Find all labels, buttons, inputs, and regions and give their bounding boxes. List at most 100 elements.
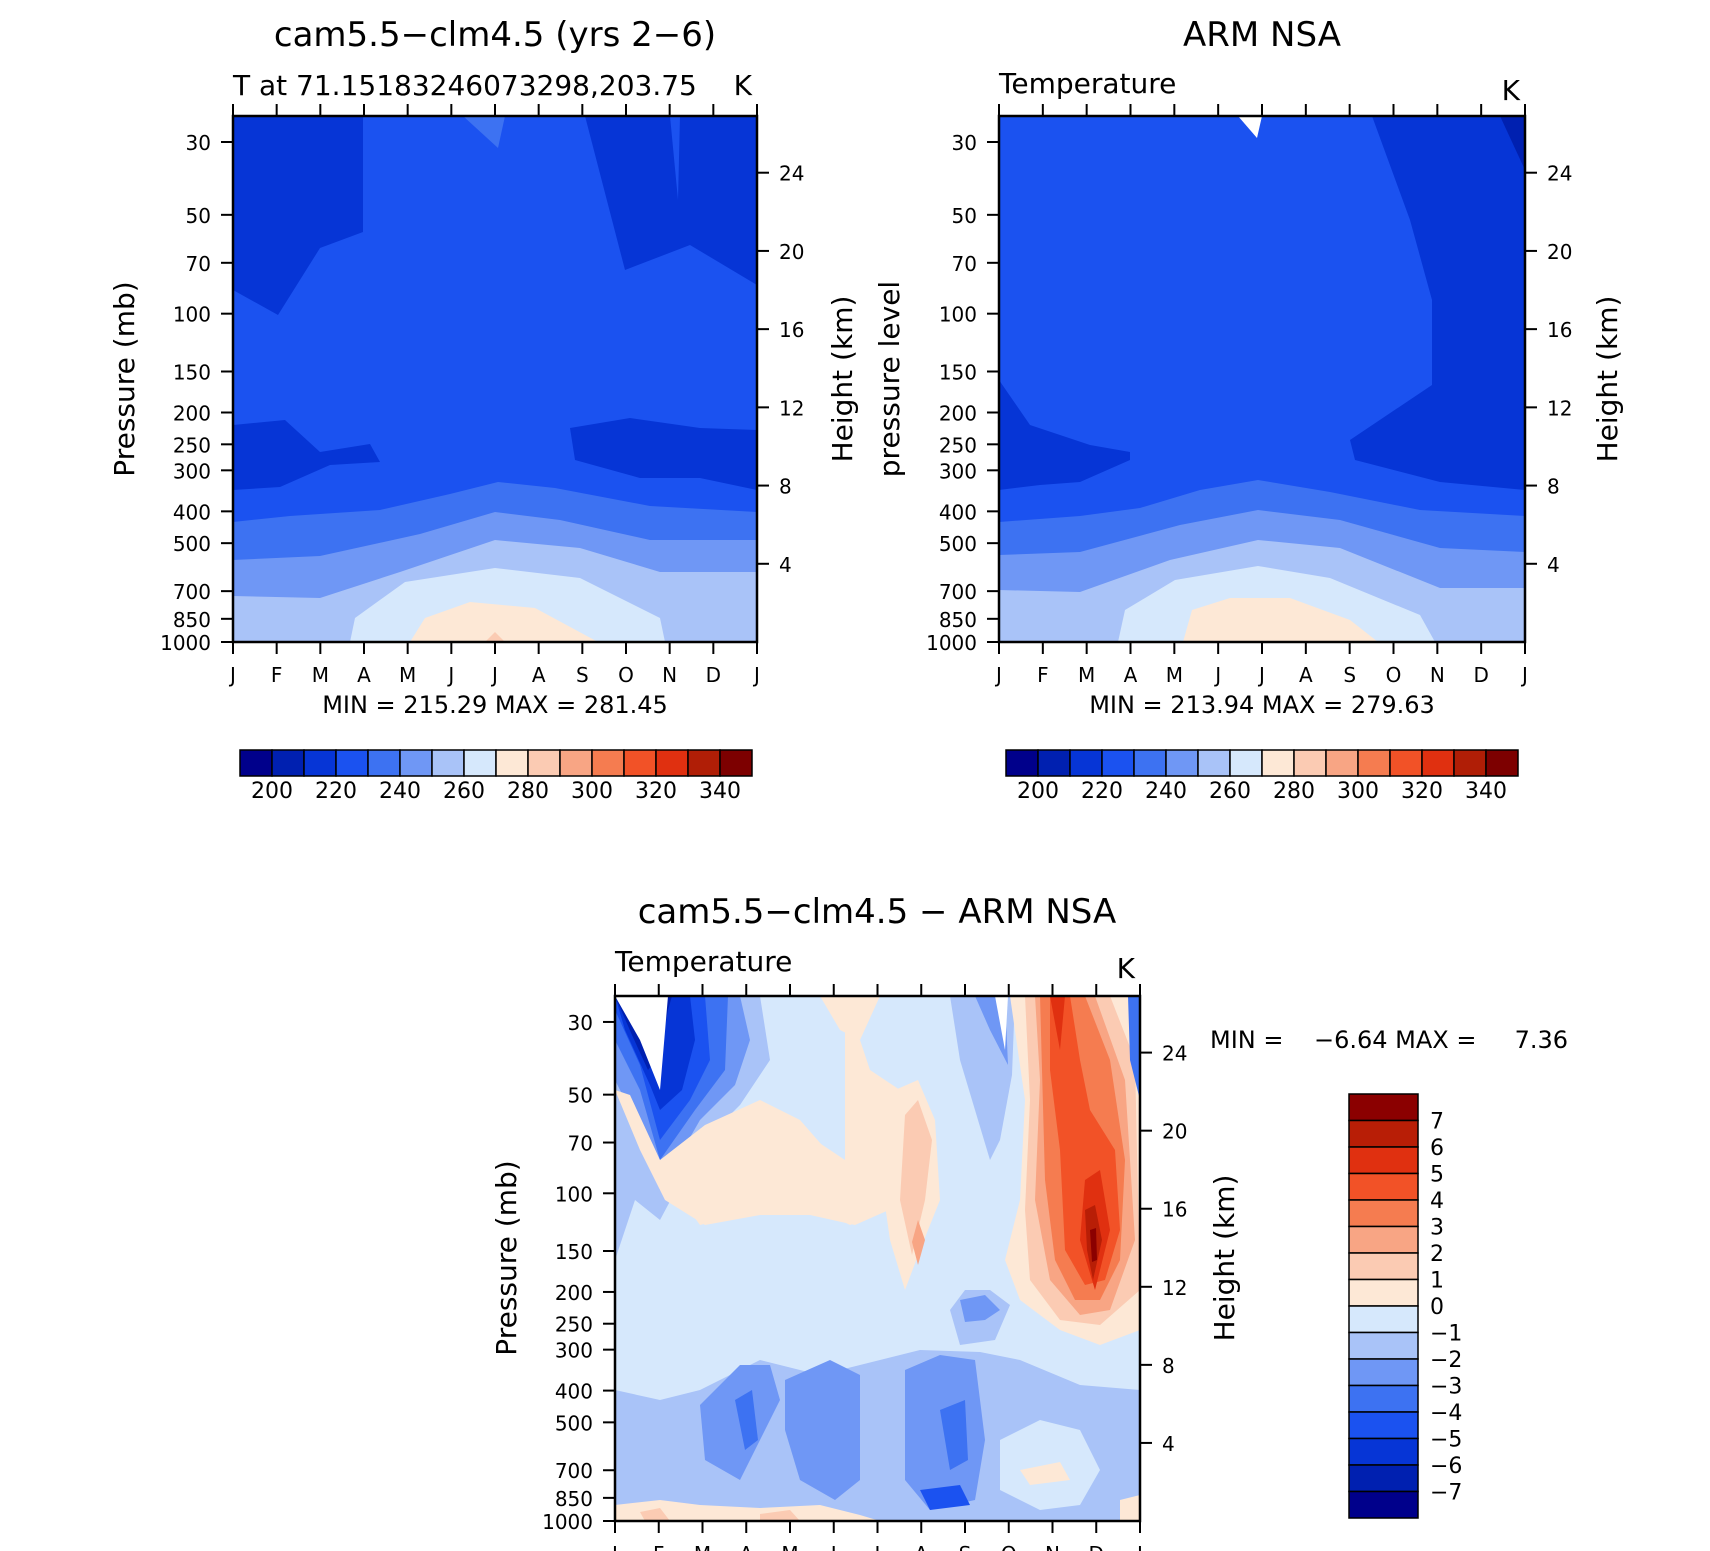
diff-pressure-tick-label: 50 [568,1084,593,1108]
obs-colorbar-swatch [1005,749,1039,777]
obs-colorbar-swatch [1421,749,1455,777]
obs-pressure-tick-label: 300 [939,459,977,483]
model-month-label: A [357,663,371,687]
diff-colorbar-label: 2 [1430,1242,1444,1267]
model-pressure-tick-label: 30 [186,131,211,155]
obs-colorbar-swatch [1389,749,1423,777]
obs-colorbar-swatch [1261,749,1295,777]
diff-pressure-tick-label: 300 [555,1339,593,1363]
model-month-label: N [662,663,677,687]
diff-colorbar-swatch [1348,1490,1419,1519]
obs-units: K [1502,74,1521,107]
diff-contour-field [615,996,1140,1521]
obs-colorbar: 200 220 240 260 280 300 320 340 [1005,749,1519,804]
obs-colorbar-swatch [1197,749,1231,777]
model-colorbar-label: 240 [379,779,421,804]
diff-colorbar-label: −2 [1430,1348,1462,1373]
diff-colorbar-swatch [1348,1384,1419,1413]
obs-height-tick-label: 24 [1547,162,1572,186]
obs-colorbar-swatch [1229,749,1263,777]
obs-pressure-tick-label: 70 [952,252,977,276]
diff-colorbar-swatch [1348,1199,1419,1228]
obs-colorbar-swatch [1293,749,1327,777]
diff-pressure-tick-label: 500 [555,1411,593,1435]
obs-colorbar-swatch [1453,749,1487,777]
diff-colorbar-swatch [1348,1278,1419,1307]
model-colorbar-swatch [303,749,337,777]
diff-month-label: M [781,1542,798,1551]
model-colorbar-label: 280 [507,779,549,804]
model-colorbar-swatch [271,749,305,777]
obs-colorbar-label: 300 [1337,779,1379,804]
model-colorbar-swatch [591,749,625,777]
model-pressure-tick-label: 1000 [160,631,211,655]
model-subtitle: T at 71.15183246073298,203.75 [232,69,697,102]
obs-colorbar-swatch [1101,749,1135,777]
diff-colorbar-swatch [1348,1146,1419,1175]
diff-pressure-tick-label: 1000 [542,1510,593,1534]
diff-pressure-tick-label: 200 [555,1281,593,1305]
model-height-tick-label: 16 [779,318,804,342]
diff-colorbar-label: 3 [1430,1216,1444,1241]
obs-subtitle: Temperature [998,67,1176,100]
obs-pressure-tick-label: 400 [939,500,977,524]
diff-subtitle: Temperature [614,945,792,978]
obs-pressure-tick-label: 100 [939,303,977,327]
diff-colorbar-swatch [1348,1305,1419,1334]
model-month-label: J [490,663,498,687]
diff-colorbar-swatch [1348,1358,1419,1387]
obs-month-label: D [1473,663,1488,687]
obs-colorbar-swatch [1037,749,1071,777]
diff-colorbar-label: −7 [1430,1481,1462,1506]
diff-colorbar-label: −4 [1430,1401,1462,1426]
model-colorbar-swatch [399,749,433,777]
diff-month-label: M [694,1542,711,1551]
model-colorbar-label: 300 [571,779,613,804]
obs-panel: ARM NSA Temperature K 30 50 70 100 150 200 250… [873,15,1624,804]
model-height-tick-label: 20 [779,240,804,264]
diff-month-label: F [653,1542,665,1551]
model-pressure-tick-label: 250 [173,433,211,457]
model-height-tick-label: 4 [779,553,792,577]
obs-colorbar-label: 220 [1081,779,1123,804]
diff-colorbar-label: 5 [1430,1163,1444,1188]
diff-month-label: D [1089,1542,1104,1551]
diff-colorbar-label: 7 [1430,1110,1444,1135]
diff-units: K [1117,952,1136,985]
obs-colorbar-swatch [1069,749,1103,777]
model-colorbar-swatch [335,749,369,777]
model-units: K [734,69,753,102]
obs-stats: MIN = 213.94 MAX = 279.63 [1089,691,1435,719]
diff-colorbar-label: 1 [1430,1269,1444,1294]
obs-colorbar-swatch [1133,749,1167,777]
diff-colorbar-swatch [1348,1093,1419,1122]
diff-month-label: N [1045,1542,1060,1551]
obs-height-tick-label: 8 [1547,475,1560,499]
diff-pressure-tick-label: 400 [555,1380,593,1404]
diff-colorbar-label: −1 [1430,1322,1462,1347]
model-colorbar-swatch [719,749,753,777]
model-pressure-tick-label: 200 [173,402,211,426]
diff-colorbar-swatch [1348,1464,1419,1493]
model-colorbar-label: 260 [443,779,485,804]
diff-pressure-tick-label: 70 [568,1132,593,1156]
diff-height-tick-label: 16 [1162,1198,1187,1222]
obs-height-tick-label: 20 [1547,240,1572,264]
model-month-label: F [271,663,283,687]
obs-colorbar-swatch [1165,749,1199,777]
model-month-label: O [618,663,634,687]
obs-month-label: J [1257,663,1265,687]
model-pressure-tick-label: 70 [186,252,211,276]
obs-colorbar-swatch [1325,749,1359,777]
model-title: cam5.5−clm4.5 (yrs 2−6) [274,15,716,55]
diff-pressure-tick-label: 30 [568,1011,593,1035]
model-month-label: M [312,663,329,687]
obs-height-tick-label: 16 [1547,318,1572,342]
model-month-label: A [532,663,546,687]
diff-colorbar-swatch [1348,1437,1419,1466]
diff-colorbar-swatch [1348,1119,1419,1148]
obs-month-label: A [1299,663,1313,687]
diff-pressure-tick-label: 100 [555,1182,593,1206]
diff-month-label: A [739,1542,753,1551]
